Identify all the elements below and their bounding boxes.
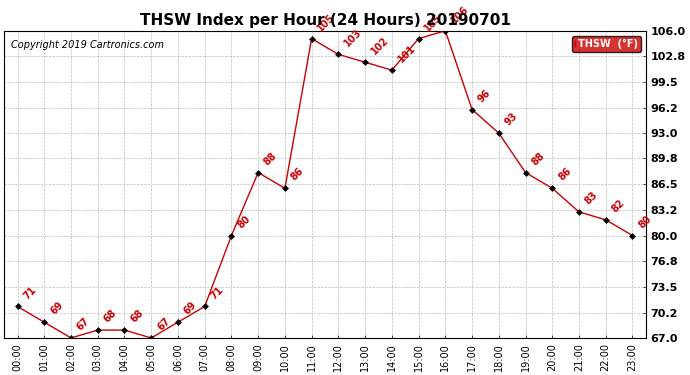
Text: 86: 86 <box>556 166 573 183</box>
Title: THSW Index per Hour (24 Hours) 20190701: THSW Index per Hour (24 Hours) 20190701 <box>139 13 511 28</box>
Text: 83: 83 <box>583 190 600 206</box>
Text: 105: 105 <box>315 12 337 33</box>
Text: 69: 69 <box>48 300 65 317</box>
Text: 80: 80 <box>235 213 252 230</box>
Text: Copyright 2019 Cartronics.com: Copyright 2019 Cartronics.com <box>10 40 164 50</box>
Text: 88: 88 <box>262 150 279 167</box>
Text: 69: 69 <box>182 300 199 317</box>
Text: 88: 88 <box>529 150 546 167</box>
Text: 105: 105 <box>422 12 444 33</box>
Text: 103: 103 <box>342 27 364 49</box>
Text: 71: 71 <box>208 284 226 301</box>
Text: 80: 80 <box>636 213 653 230</box>
Legend: THSW  (°F): THSW (°F) <box>572 36 641 51</box>
Text: 106: 106 <box>449 4 471 25</box>
Text: 82: 82 <box>610 198 627 214</box>
Text: 67: 67 <box>75 316 92 333</box>
Text: 68: 68 <box>101 308 119 325</box>
Text: 96: 96 <box>476 87 493 104</box>
Text: 93: 93 <box>503 111 520 128</box>
Text: 67: 67 <box>155 316 172 333</box>
Text: 86: 86 <box>289 166 306 183</box>
Text: 68: 68 <box>128 308 145 325</box>
Text: 101: 101 <box>396 43 417 64</box>
Text: 102: 102 <box>369 35 391 57</box>
Text: 71: 71 <box>21 284 38 301</box>
